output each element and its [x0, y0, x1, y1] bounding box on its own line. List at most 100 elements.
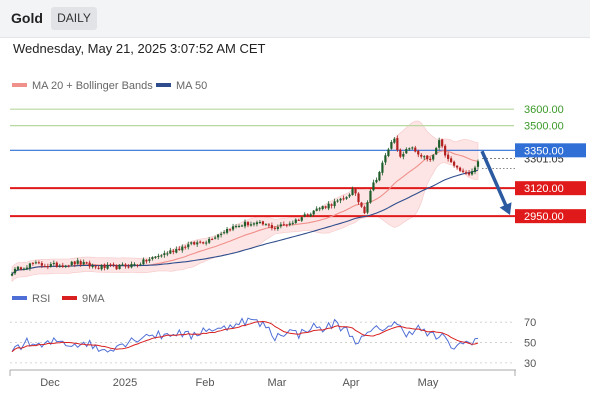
candle-body-154: [470, 171, 474, 175]
candle-body-107: [330, 204, 333, 206]
candle-body-13: [49, 264, 52, 267]
candle-body-89: [276, 227, 279, 229]
candle-body-108: [333, 201, 336, 207]
candle-body-53: [169, 250, 172, 254]
candle-body-57: [181, 246, 184, 251]
candle-body-27: [91, 265, 94, 267]
candle-body-136: [417, 150, 420, 155]
candle-body-150: [458, 167, 462, 171]
candle-body-42: [136, 264, 139, 266]
candle-body-46: [148, 259, 151, 261]
legend-rsi: RSI: [12, 293, 50, 305]
candle-body-11: [43, 265, 46, 267]
candle-body-30: [100, 265, 103, 270]
candle-body-75: [234, 226, 238, 228]
candle-body-94: [291, 222, 294, 224]
candle-body-96: [297, 219, 300, 221]
candle-body-16: [58, 265, 61, 267]
candle-body-156: [476, 161, 480, 167]
legend-rsi-ma-swatch: [62, 296, 77, 301]
rsi-ma-line: [11, 320, 479, 353]
candle-body-101: [312, 210, 315, 215]
candle-body-62: [196, 242, 199, 245]
candle-body-61: [193, 242, 196, 245]
candlesticks: [10, 135, 480, 277]
candle-body-47: [151, 257, 154, 260]
candle-body-23: [79, 261, 82, 265]
bollinger-band-area: [11, 120, 479, 282]
candle-body-67: [211, 239, 214, 241]
candle-body-2: [16, 266, 20, 270]
candle-body-69: [217, 234, 220, 238]
candle-body-10: [40, 263, 43, 266]
legend-ma20: MA 20 + Bollinger Bands: [12, 80, 153, 92]
candle-body-65: [205, 242, 208, 244]
candle-body-152: [464, 172, 468, 174]
candle-body-18: [64, 265, 67, 267]
candle-body-77: [240, 225, 244, 227]
legend-ma50-swatch: [156, 83, 171, 88]
candle-body-137: [420, 154, 423, 157]
candle-body-119: [366, 202, 369, 213]
candle-body-141: [432, 155, 435, 160]
candle-body-24: [82, 261, 85, 265]
candle-body-21: [73, 261, 76, 265]
candle-body-31: [103, 264, 106, 268]
candle-body-71: [222, 232, 226, 234]
rsi-tick-0: 70: [524, 317, 536, 329]
candle-body-37: [121, 264, 124, 266]
candle-body-104: [321, 206, 324, 210]
level-labels: 3600.00 3500.00 3350.00 3120.00 2950.00: [515, 104, 586, 224]
level-label-4: 2950.00: [524, 211, 564, 223]
candle-body-79: [246, 222, 250, 226]
candle-body-72: [225, 228, 229, 233]
candle-body-144: [441, 139, 444, 147]
candle-body-41: [133, 263, 136, 265]
x-axis: Dec 2025 Feb Mar Apr May: [9, 369, 516, 389]
candle-body-45: [145, 259, 148, 262]
candle-body-73: [228, 229, 232, 231]
candle-body-148: [453, 161, 456, 166]
candle-body-78: [243, 221, 247, 227]
candle-body-28: [94, 266, 97, 268]
candle-body-56: [178, 248, 181, 251]
rsi-tick-2: 30: [524, 358, 536, 370]
candle-body-49: [157, 255, 160, 257]
forecast-arrow: [480, 150, 512, 215]
candle-body-25: [85, 262, 88, 264]
candle-body-15: [55, 262, 58, 267]
candle-body-63: [199, 241, 202, 243]
candle-body-17: [61, 265, 64, 268]
candle-body-145: [444, 145, 447, 156]
candle-body-125: [384, 155, 387, 163]
candle-body-151: [461, 170, 465, 172]
candle-body-60: [190, 242, 193, 244]
candle-body-139: [426, 155, 429, 160]
candle-body-153: [467, 172, 471, 175]
candle-body-138: [423, 156, 426, 158]
candle-body-121: [372, 182, 375, 191]
candle-body-95: [294, 219, 297, 223]
candle-body-33: [109, 264, 112, 266]
candle-body-135: [414, 147, 417, 152]
candle-body-6: [28, 263, 32, 268]
candle-body-129: [396, 138, 399, 151]
candle-body-92: [285, 224, 288, 226]
candle-body-90: [279, 224, 282, 227]
candle-body-40: [130, 263, 133, 268]
candle-body-102: [315, 208, 318, 211]
candle-body-38: [124, 264, 127, 267]
x-tick-1: 2025: [113, 377, 137, 389]
candle-body-111: [342, 198, 345, 200]
legend-ma50-label: MA 50: [176, 80, 208, 92]
candle-body-55: [175, 249, 178, 253]
period-button[interactable]: DAILY: [51, 7, 97, 30]
candle-body-124: [381, 162, 384, 173]
candle-body-5: [25, 267, 29, 269]
candle-body-26: [88, 262, 91, 267]
candle-body-142: [435, 148, 438, 155]
candle-body-82: [255, 222, 259, 225]
candle-body-39: [127, 266, 130, 268]
candle-body-74: [231, 226, 235, 230]
